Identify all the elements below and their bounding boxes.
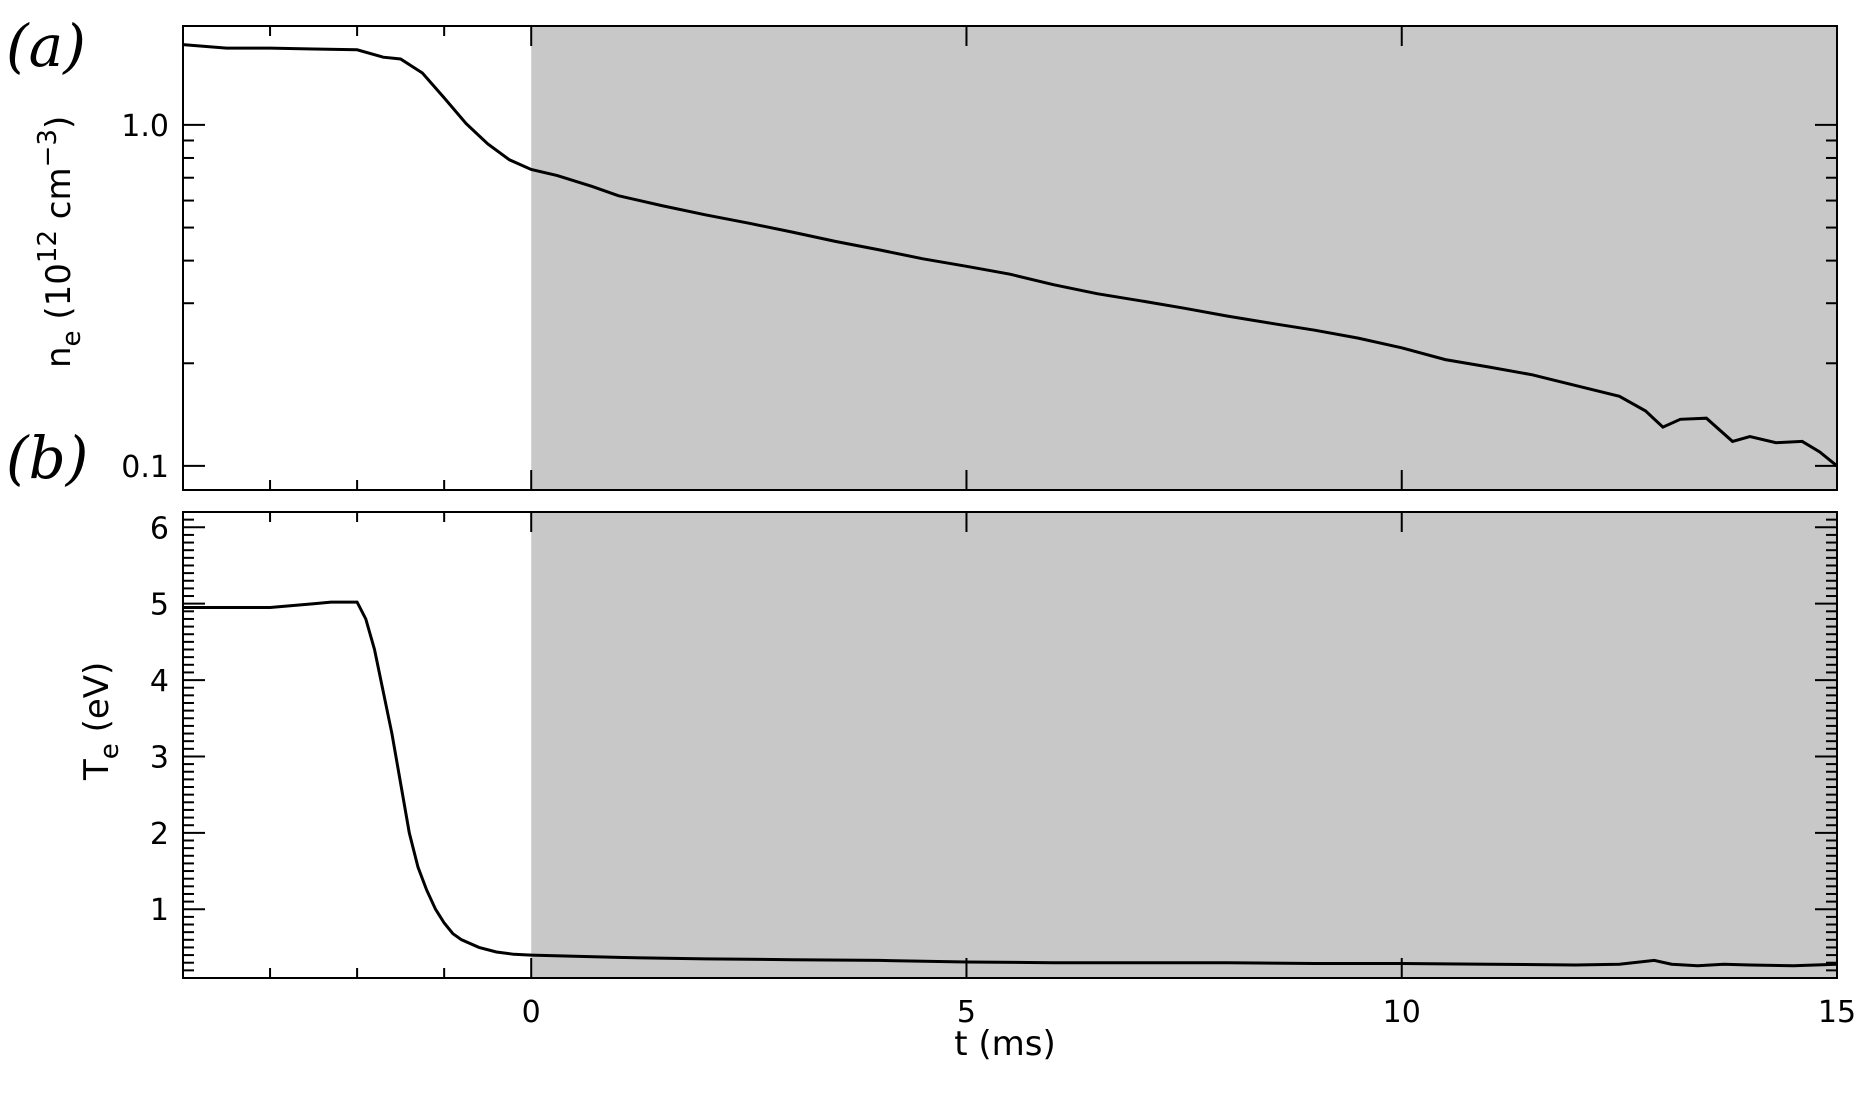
x-tick-label: 10 xyxy=(1383,995,1421,1030)
panel-a-density-line xyxy=(182,43,1838,468)
panel-b-ytick-label: 4 xyxy=(150,664,169,699)
x-axis-label: t (ms) xyxy=(954,1024,1056,1064)
x-tick-label: 5 xyxy=(957,995,976,1030)
x-tick-label: 0 xyxy=(522,995,541,1030)
panel-b-frame xyxy=(182,511,1838,979)
x-tick-label: 15 xyxy=(1818,995,1856,1030)
panel-b-ytick-label: 1 xyxy=(150,893,169,928)
panel-b-shaded-region xyxy=(531,512,1838,978)
panel-a-ytick-label: 0.1 xyxy=(121,450,169,485)
panel-a-shaded-region xyxy=(531,26,1838,490)
panel-a-ylabel: ne (1012 cm−3) xyxy=(33,116,87,368)
panel-b-ticks: 1 2 3 4 5 6 0 5 10 15 xyxy=(150,511,1856,1030)
panel-a-density: 0.1 1.0 (a) ne (1012 cm−3) xyxy=(6,12,1838,491)
panel-a-ticks: 0.1 1.0 xyxy=(121,26,1838,490)
panel-b-ytick-label: 3 xyxy=(150,740,169,775)
panel-b-ytick-label: 5 xyxy=(150,588,169,623)
panel-b-tag: (b) xyxy=(6,424,88,492)
panel-a-frame xyxy=(182,25,1838,491)
panel-b-temperature-line xyxy=(183,600,1838,968)
panel-b-temperature: 1 2 3 4 5 6 0 5 10 15 (b) Te (eV) t (ms) xyxy=(6,424,1856,1064)
panel-a-tag: (a) xyxy=(6,12,86,80)
panel-b-ylabel: Te (eV) xyxy=(77,662,125,781)
panel-b-ytick-label: 6 xyxy=(150,511,169,546)
panel-a-ytick-label: 1.0 xyxy=(121,109,169,144)
panel-b-ytick-label: 2 xyxy=(150,817,169,852)
